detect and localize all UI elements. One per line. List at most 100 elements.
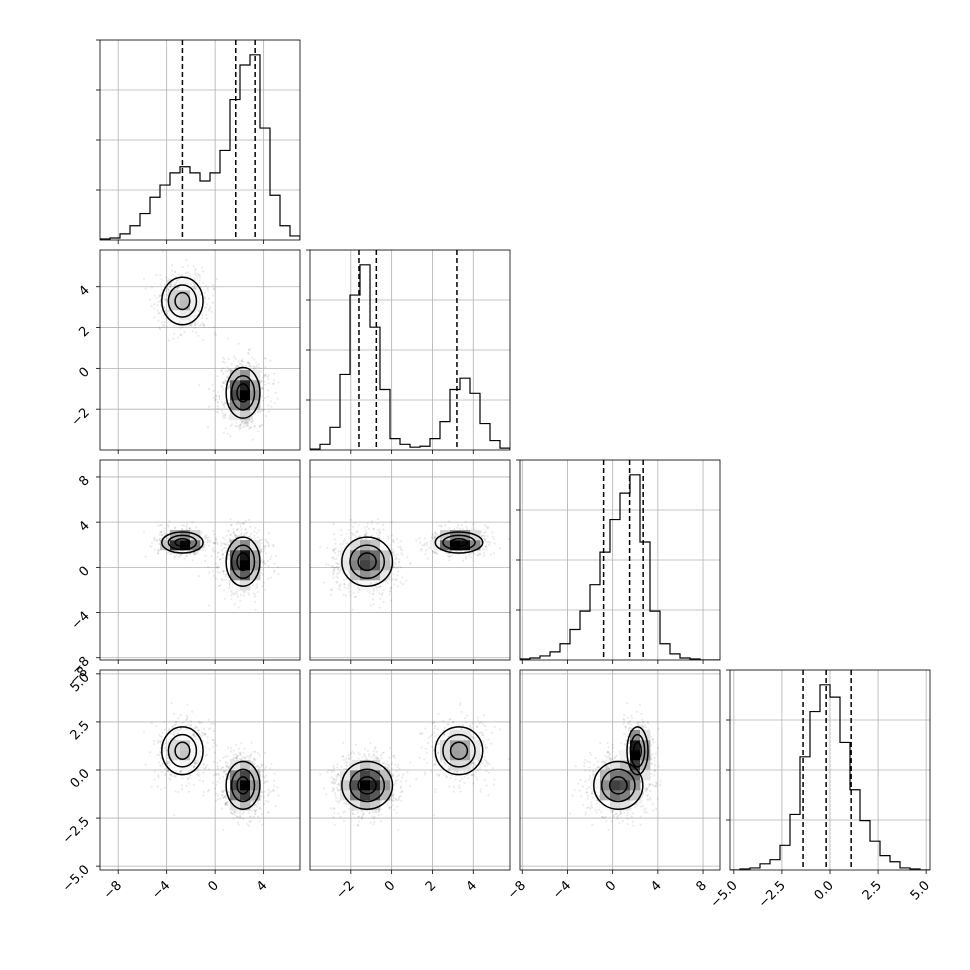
scatter-point (391, 551, 394, 554)
scatter-point (224, 416, 227, 419)
scatter-point (227, 386, 230, 389)
scatter-point (206, 287, 209, 290)
scatter-point (202, 338, 205, 341)
density-cell (230, 380, 241, 391)
scatter-point (367, 527, 371, 530)
scatter-point (216, 780, 219, 783)
scatter-point (263, 768, 266, 771)
scatter-point (153, 548, 156, 551)
scatter-point (469, 552, 472, 555)
scatter-point (191, 559, 194, 562)
scatter-point (179, 771, 182, 774)
scatter-point (144, 287, 147, 290)
scatter-point (206, 536, 209, 539)
scatter-point (174, 775, 177, 779)
scatter-point (228, 368, 231, 371)
density-cell (180, 290, 191, 301)
density-cell (350, 570, 361, 581)
scatter-point (420, 547, 423, 551)
scatter-point (223, 795, 227, 798)
scatter-point (224, 802, 227, 805)
scatter-point (156, 303, 159, 307)
scatter-point (193, 287, 196, 290)
scatter-point (349, 536, 353, 540)
scatter-point (158, 549, 161, 552)
scatter-point (364, 534, 367, 537)
scatter-point (204, 548, 207, 551)
scatter-point (266, 375, 269, 378)
scatter-point (272, 544, 275, 548)
scatter-point (326, 546, 329, 550)
scatter-point (206, 538, 209, 542)
scatter-point (217, 584, 221, 588)
density-cell (380, 570, 391, 581)
scatter-point (156, 785, 159, 788)
density-cell (240, 560, 251, 571)
scatter-point (340, 528, 343, 532)
density-cell (350, 560, 361, 571)
axes-frame (309, 249, 511, 451)
scatter-point (207, 309, 210, 312)
y-tick-label-2-1: −4 (69, 609, 93, 633)
scatter-point (431, 550, 435, 553)
scatter-point (220, 369, 223, 372)
scatter-point (217, 395, 221, 398)
scatter-point (181, 527, 184, 530)
scatter-point (277, 381, 280, 384)
scatter-point (183, 557, 186, 560)
scatter-point (225, 764, 228, 767)
density-cell (180, 300, 191, 311)
scatter-point (227, 553, 230, 556)
scatter-point (150, 304, 153, 308)
scatter-point (192, 286, 196, 290)
density-cell (240, 400, 251, 411)
scatter-point (170, 773, 173, 776)
scatter-point (399, 566, 402, 569)
scatter-point (219, 584, 222, 587)
scatter-point (171, 725, 174, 728)
scatter-point (231, 423, 234, 426)
scatter-point (273, 402, 276, 405)
scatter-point (242, 522, 245, 525)
scatter-point (164, 289, 167, 293)
scatter-point (395, 537, 399, 540)
scatter-point (159, 739, 162, 743)
scatter-point (484, 546, 487, 549)
scatter-point (266, 780, 269, 783)
scatter-point (224, 427, 227, 430)
scatter-point (198, 279, 201, 282)
scatter-point (448, 555, 451, 558)
scatter-point (374, 581, 377, 585)
scatter-point (165, 537, 168, 540)
scatter-point (261, 585, 264, 588)
scatter-point (160, 310, 163, 313)
scatter-point (221, 807, 224, 810)
scatter-point (163, 283, 166, 287)
scatter-point (339, 588, 342, 592)
scatter-point (234, 534, 237, 537)
scatter-point (440, 524, 443, 527)
scatter-point (203, 559, 207, 562)
scatter-point (163, 324, 166, 327)
scatter-point (465, 527, 469, 531)
scatter-point (256, 536, 260, 539)
scatter-point (240, 360, 244, 363)
scatter-point (252, 365, 255, 368)
scatter-point (166, 536, 169, 539)
scatter-point (349, 518, 352, 521)
scatter-point (476, 553, 479, 556)
scatter-point (394, 558, 397, 561)
scatter-point (248, 361, 251, 365)
scatter-point (255, 583, 258, 586)
scatter-point (227, 544, 230, 547)
scatter-point (397, 570, 400, 573)
scatter-point (354, 522, 357, 525)
axes-frame (99, 39, 301, 241)
scatter-point (214, 542, 217, 545)
scatter-point (166, 769, 169, 772)
scatter-point (246, 420, 250, 424)
scatter-point (222, 381, 226, 384)
panel-1-1 (306, 249, 511, 454)
scatter-point (264, 799, 267, 803)
scatter-point (164, 298, 167, 301)
